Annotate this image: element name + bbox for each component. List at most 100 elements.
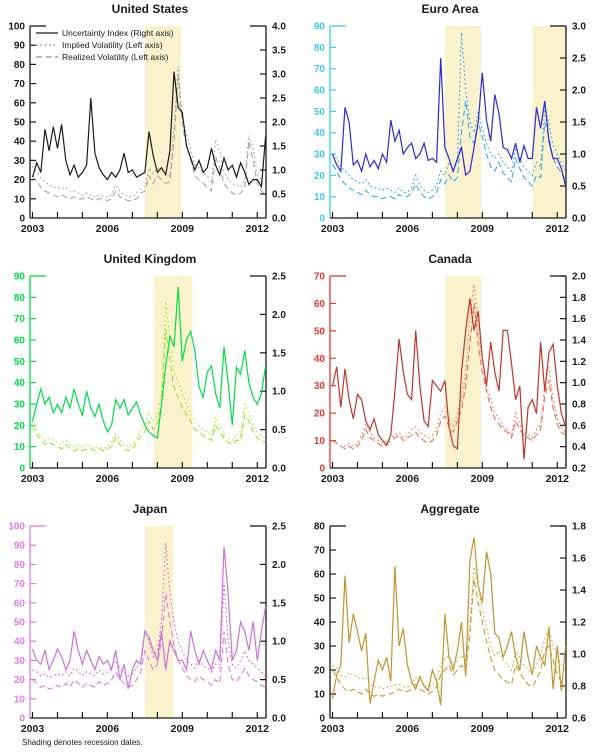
panel-title-united-kingdom: United Kingdom	[103, 252, 197, 266]
series-uncertainty-index	[331, 298, 567, 460]
right-tick-label: 1.6	[572, 314, 586, 325]
left-tick-label: 10	[314, 192, 326, 203]
right-tick-label: 2.5	[272, 272, 286, 283]
right-tick-label: 2.0	[272, 560, 286, 571]
x-axis: 2003 2006 2009 2012	[321, 212, 569, 235]
series-realized-volatility	[332, 100, 567, 200]
left-tick-label: 100	[8, 522, 25, 533]
series-uncertainty-index	[331, 537, 567, 706]
chart-united-states: 0 10 20 30 40 50 60 70 80 90 100 0.0 0.5 1.0 1.5 2.0 2.5…	[8, 22, 286, 236]
x-tick-label: 2012	[546, 473, 570, 485]
right-tick-label: 2.0	[572, 86, 586, 97]
left-tick-label: 0	[319, 714, 325, 725]
left-tick-label: 20	[314, 666, 326, 677]
panel-title-euro-area: Euro Area	[421, 2, 479, 16]
right-tick-label: 0.0	[272, 714, 286, 725]
panel-aggregate: Aggregate 0 10 20 30 40 50 60 70 80 0.6 0.8 1.0 1.2 1…	[300, 500, 600, 750]
right-tick-label: 2.0	[272, 310, 286, 321]
x-tick-label: 2009	[171, 473, 195, 485]
right-tick-label: 2.5	[572, 54, 586, 65]
series-realized-volatility	[332, 578, 567, 698]
right-tick-label: 0.8	[572, 682, 586, 693]
left-tick-label: 0	[319, 214, 325, 225]
panel-united-kingdom: United Kingdom 0 10 20 30 40 50 60 70 80 90 0.0 0.5…	[0, 250, 300, 500]
left-tick-label: 10	[314, 436, 326, 447]
left-tick-label: 70	[14, 579, 26, 590]
left-tick-label: 0	[19, 464, 25, 475]
panel-title-united-states: United States	[111, 2, 189, 16]
right-tick-label: 2.0	[272, 118, 286, 129]
left-tick-label: 80	[314, 43, 326, 54]
x-tick-label: 2006	[396, 223, 420, 235]
legend-label: Realized Volatility (Left axis)	[62, 52, 168, 62]
right-tick-label: 1.8	[572, 293, 586, 304]
left-axis: 0 10 20 30 40 50 60 70 80	[314, 522, 346, 725]
right-tick-label: 1.2	[572, 618, 586, 629]
left-tick-label: 20	[314, 171, 326, 182]
left-tick-label: 10	[314, 690, 326, 701]
x-axis: 2003 2006 2009 2012	[321, 462, 569, 485]
left-tick-label: 40	[314, 618, 326, 629]
right-axis: 0.0 0.5 1.0 1.5 2.0 2.5 3.0 3.5 4.0	[250, 22, 286, 225]
right-axis: 0.0 0.5 1.0 1.5 2.0 2.5 3.0	[550, 22, 586, 225]
x-tick-label: 2006	[396, 723, 420, 735]
right-tick-label: 3.0	[272, 70, 286, 81]
chart-japan: 0 10 20 30 40 50 60 70 80 90 100 0.0 0.5 1.0 1.5 2.0 2.5…	[8, 522, 286, 736]
panel-japan: Japan 0 10 20 30 40 50 60 70 80 90 100 0.0 0.5 1.0 1.5…	[0, 500, 300, 750]
panel-euro-area: Euro Area 0 10 20 30 40 50 60 70 80 90 0.0 0.5 1.0 1.…	[300, 0, 600, 250]
left-tick-label: 90	[14, 272, 26, 283]
series-implied-volatility	[332, 32, 567, 194]
right-tick-label: 0.5	[272, 190, 286, 201]
left-tick-label: 50	[14, 118, 26, 129]
legend-label: Implied Volatility (Left axis)	[62, 40, 163, 50]
chart-united-kingdom: 0 10 20 30 40 50 60 70 80 90 0.0 0.5 1.0 1.5 2.0 2.5 200…	[14, 272, 286, 486]
series-implied-volatility	[32, 301, 266, 450]
series-realized-volatility	[32, 73, 266, 202]
left-tick-label: 100	[8, 22, 25, 33]
left-axis: 0 10 20 30 40 50 60 70 80 90	[14, 272, 46, 475]
footnote: Shading denotes recession dates.	[22, 738, 143, 747]
legend-label: Uncertainty Index (Right axis)	[62, 28, 174, 38]
left-tick-label: 30	[14, 156, 26, 167]
left-tick-label: 0	[319, 464, 325, 475]
x-tick-label: 2003	[321, 473, 345, 485]
left-tick-label: 40	[14, 137, 26, 148]
right-tick-label: 1.5	[272, 348, 286, 359]
x-axis: 2003 2006 2009 2012	[21, 712, 269, 735]
left-tick-label: 90	[14, 41, 26, 52]
right-tick-label: 1.0	[272, 637, 286, 648]
right-tick-label: 3.5	[272, 46, 286, 57]
x-tick-label: 2003	[321, 223, 345, 235]
left-tick-label: 20	[314, 409, 326, 420]
left-tick-label: 30	[314, 381, 326, 392]
left-tick-label: 70	[314, 64, 326, 75]
left-tick-label: 10	[14, 194, 26, 205]
x-tick-label: 2006	[96, 473, 120, 485]
left-tick-label: 60	[14, 98, 26, 109]
left-tick-label: 40	[14, 637, 26, 648]
x-axis: 2003 2006 2009 2012	[321, 712, 569, 735]
series-uncertainty-index	[331, 57, 567, 187]
left-tick-label: 60	[314, 570, 326, 581]
left-tick-label: 30	[314, 150, 326, 161]
right-tick-label: 2.5	[272, 522, 286, 533]
right-tick-label: 1.0	[272, 166, 286, 177]
series-realized-volatility	[32, 329, 266, 452]
x-tick-label: 2012	[546, 223, 570, 235]
x-tick-label: 2009	[471, 723, 495, 735]
left-tick-label: 60	[314, 86, 326, 97]
left-axis: 0 10 20 30 40 50 60 70	[314, 272, 346, 475]
right-tick-label: 1.0	[572, 378, 586, 389]
left-tick-label: 10	[14, 442, 26, 453]
left-tick-label: 50	[314, 107, 326, 118]
left-tick-label: 80	[314, 522, 326, 533]
right-tick-label: 1.0	[272, 387, 286, 398]
right-tick-label: 1.5	[272, 598, 286, 609]
recession-band	[144, 26, 182, 218]
left-axis: 0 10 20 30 40 50 60 70 80 90 100	[8, 522, 46, 725]
right-axis: 0.0 0.5 1.0 1.5 2.0 2.5	[250, 272, 286, 475]
right-tick-label: 1.0	[572, 650, 586, 661]
right-tick-label: 1.8	[572, 522, 586, 533]
series-uncertainty-index	[31, 71, 267, 189]
x-tick-label: 2009	[171, 723, 195, 735]
